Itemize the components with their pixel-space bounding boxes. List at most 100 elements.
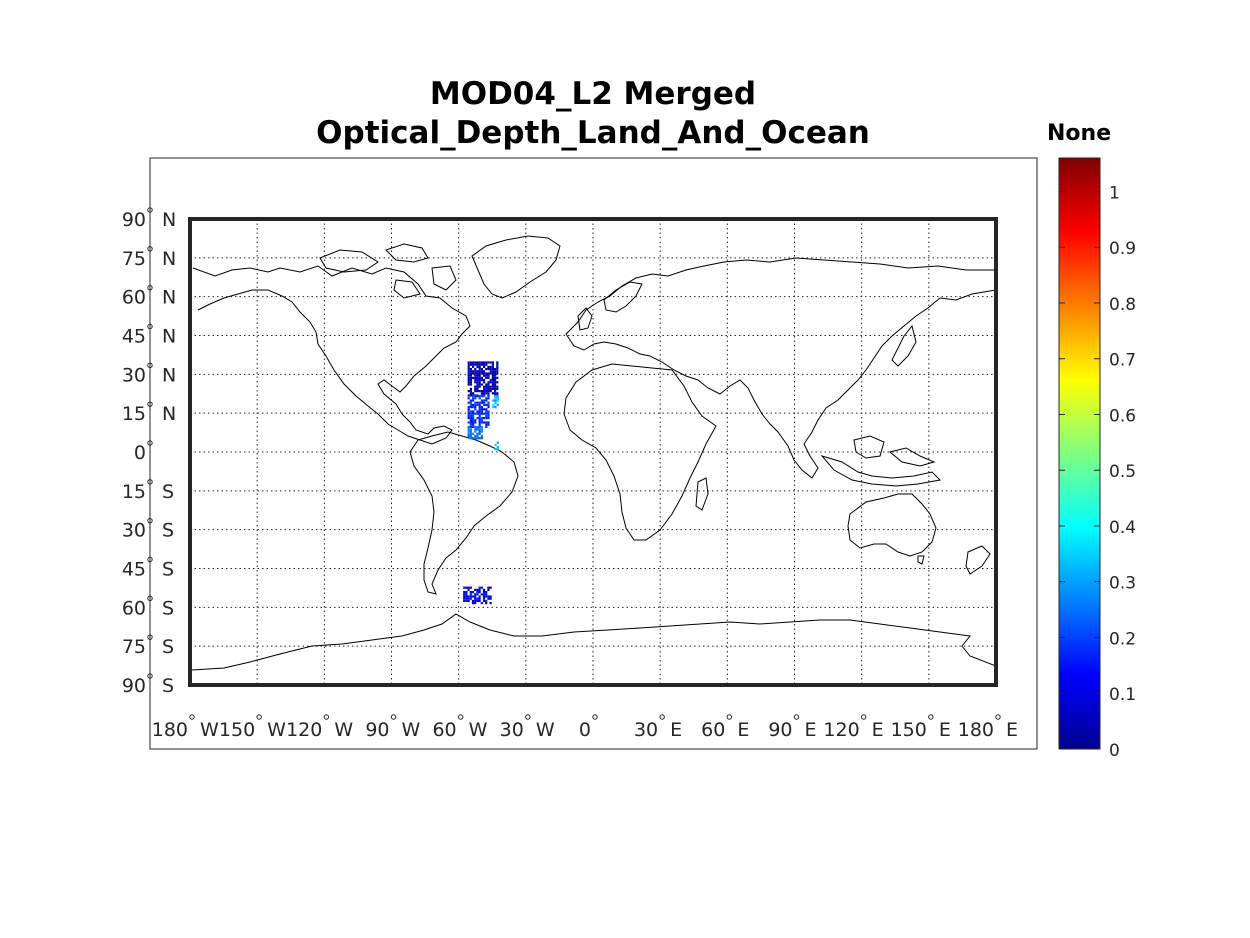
svg-text:0.4: 0.4: [1109, 518, 1136, 538]
svg-text:150: 150: [891, 719, 927, 741]
map-title-text: Optical_Depth_Land_And_Ocean: [316, 115, 870, 151]
lat-tick-label: 15 N: [122, 401, 176, 425]
svg-text:N: N: [162, 209, 176, 231]
aod-swath: [463, 586, 492, 605]
svg-text:E: E: [872, 719, 884, 741]
longitude-tick-labels: 180 W 150 W 120 W 90 W 60 W 30 W 0 30 E 60 E 90 E 120 E 150 E 1…: [152, 714, 1018, 741]
svg-text:E: E: [805, 719, 817, 741]
colorbar-tick: 0.6: [1059, 406, 1136, 426]
lat-tick-label: 60 N: [122, 284, 176, 309]
svg-text:N: N: [162, 403, 176, 425]
svg-text:30: 30: [634, 719, 658, 741]
colorbar-tick: 0.2: [1059, 629, 1136, 649]
svg-text:S: S: [162, 636, 174, 658]
svg-text:N: N: [162, 326, 176, 348]
svg-text:75: 75: [122, 636, 146, 658]
svg-text:60: 60: [701, 719, 725, 741]
svg-text:N: N: [162, 287, 176, 309]
coastline-south-america: [409, 431, 519, 595]
aod-data-layer: [463, 361, 499, 605]
svg-text:E: E: [939, 719, 951, 741]
colorbar-tick: 0.3: [1059, 574, 1136, 594]
lon-tick-label: 120 W: [286, 714, 353, 741]
svg-text:S: S: [162, 520, 174, 542]
lon-tick-label: 150 W: [219, 714, 286, 741]
svg-text:120: 120: [286, 719, 322, 741]
colorbar-tick: 0.4: [1059, 518, 1136, 538]
svg-text:E: E: [737, 719, 749, 741]
colorbar-tick: 1: [1059, 183, 1120, 203]
aod-swath: [494, 441, 499, 451]
map-title-text: MOD04_L2 Merged: [429, 76, 757, 112]
svg-text:0: 0: [579, 719, 591, 741]
svg-text:15: 15: [122, 481, 146, 503]
coastline-new-zealand: [917, 545, 991, 575]
lon-tick-label: 180 E: [958, 714, 1018, 741]
lat-tick-label: 45 S: [122, 556, 174, 581]
lat-tick-label: 45 N: [122, 323, 176, 348]
svg-text:60: 60: [122, 287, 146, 309]
svg-text:90: 90: [365, 719, 389, 741]
coastline-greenland: [471, 235, 561, 299]
map-frame: [188, 217, 998, 687]
svg-text:75: 75: [122, 248, 146, 270]
svg-text:0: 0: [1109, 741, 1120, 761]
lat-tick-label: 75 N: [122, 246, 176, 270]
svg-text:E: E: [670, 719, 682, 741]
aod-swath: [467, 426, 483, 440]
coastline-north-america: [192, 265, 471, 445]
lon-tick-label: 30 W: [500, 714, 555, 741]
coastline-australia: [847, 493, 937, 557]
svg-text:0.3: 0.3: [1109, 574, 1136, 594]
lat-tick-label: 15 S: [122, 479, 174, 503]
colorbar-tick: 0: [1059, 741, 1120, 761]
svg-text:0.7: 0.7: [1109, 351, 1136, 371]
svg-text:S: S: [162, 559, 174, 581]
colorbar-label: None: [1047, 121, 1112, 146]
svg-text:45: 45: [122, 559, 146, 581]
svg-text:W: W: [469, 719, 488, 741]
lon-tick-label: 120 E: [823, 714, 884, 741]
lon-tick-label: 30 E: [634, 714, 682, 741]
svg-text:45: 45: [122, 326, 146, 348]
colorbar-tick: 0.5: [1059, 462, 1136, 482]
svg-text:N: N: [162, 248, 176, 270]
svg-text:15: 15: [122, 403, 146, 425]
coastline-africa: [563, 363, 717, 541]
svg-text:W: W: [334, 719, 353, 741]
svg-text:0.1: 0.1: [1109, 685, 1136, 705]
svg-text:E: E: [1006, 719, 1018, 741]
colorbar-tick: 0.8: [1059, 295, 1136, 315]
lon-tick-label: 180 W: [152, 714, 219, 741]
colorbar-ticks: 0 0.1 0.2 0.3 0.4 0.5 0.6 0.7 0.8 0.9 1: [1059, 183, 1136, 761]
coastline-scandinavia: [603, 281, 643, 313]
svg-text:120: 120: [823, 719, 859, 741]
svg-text:W: W: [200, 719, 219, 741]
coastline-se-asia-islands: [820, 435, 942, 487]
colorbar-tick: 0.9: [1059, 239, 1136, 259]
coastline-british-isles: [577, 307, 593, 331]
lon-tick-label: 90 W: [365, 714, 421, 741]
lon-tick-label: 150 E: [891, 714, 951, 741]
svg-text:1: 1: [1109, 183, 1120, 203]
svg-text:0.2: 0.2: [1109, 629, 1136, 649]
coastline-japan: [891, 324, 917, 367]
coastline-arctic-islands: [319, 243, 457, 299]
lat-tick-label: 90 S: [122, 673, 174, 697]
coastline-antarctica: [191, 613, 996, 671]
svg-text:0.9: 0.9: [1109, 239, 1136, 259]
lon-tick-label: 60 E: [701, 714, 749, 741]
svg-text:S: S: [162, 675, 174, 697]
lon-tick-label: 90 E: [768, 714, 817, 741]
svg-text:30: 30: [122, 364, 146, 386]
colorbar-tick: 0.7: [1059, 351, 1136, 371]
svg-text:0.8: 0.8: [1109, 295, 1136, 315]
lat-tick-label: 30 N: [122, 362, 176, 386]
svg-text:90: 90: [122, 675, 146, 697]
svg-text:180: 180: [152, 719, 188, 741]
svg-text:30: 30: [500, 719, 524, 741]
svg-text:60: 60: [122, 597, 146, 619]
colorbar: [1058, 157, 1101, 750]
aod-swath: [492, 395, 499, 409]
